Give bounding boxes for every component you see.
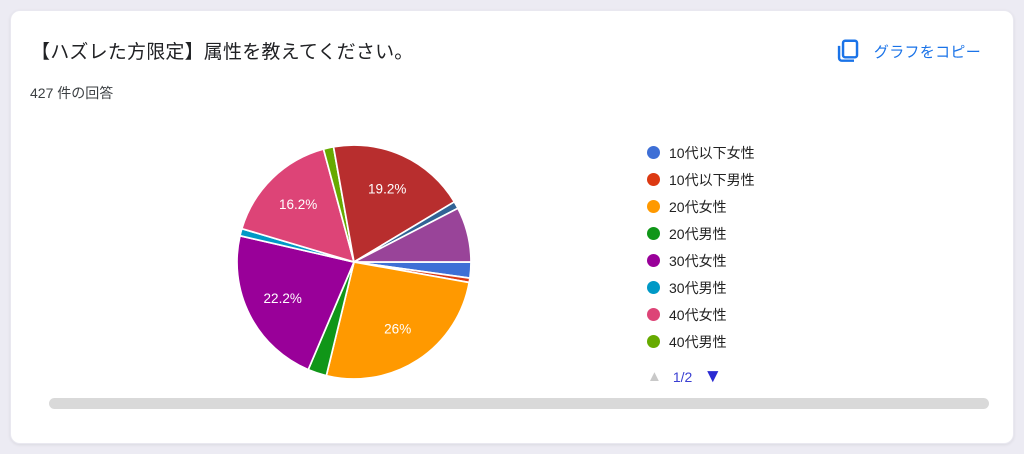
legend-item: 30代女性	[647, 247, 755, 274]
legend-color-dot	[647, 308, 660, 321]
pie-slice[interactable]	[241, 148, 355, 263]
legend-item: 10代以下女性	[647, 139, 755, 166]
copy-icon	[833, 37, 861, 65]
legend-label: 10代以下男性	[669, 171, 755, 188]
pie-slice[interactable]	[236, 234, 355, 371]
copy-chart-label: グラフをコピー	[873, 43, 981, 61]
legend-label: 10代以下女性	[669, 144, 755, 161]
legend-label: 30代男性	[669, 279, 727, 296]
legend-item: 30代男性	[647, 274, 755, 301]
legend-prev-arrow-icon[interactable]: ▲	[647, 368, 662, 385]
legend-color-dot	[647, 200, 660, 213]
copy-chart-button[interactable]: グラフをコピー	[831, 32, 983, 70]
legend-item: 40代男性	[647, 328, 755, 355]
pie-slice-label: 22.2%	[264, 291, 302, 306]
legend-pagination: ▲ 1/2 ▼	[647, 367, 722, 386]
legend-label: 30代女性	[669, 252, 727, 269]
legend-label: 20代女性	[669, 198, 727, 215]
legend-color-dot	[647, 146, 660, 159]
legend-item: 20代男性	[647, 220, 755, 247]
response-count: 427 件の回答	[30, 85, 114, 101]
horizontal-scrollbar[interactable]	[49, 398, 989, 409]
legend-label: 20代男性	[669, 225, 727, 242]
chart-legend: 10代以下女性 10代以下男性 20代女性 20代男性 30代女性 30代男性 40代女性 4…	[647, 139, 755, 355]
legend-item: 10代以下男性	[647, 166, 755, 193]
pie-slice-label: 16.2%	[279, 197, 317, 212]
pie-slice[interactable]	[332, 144, 456, 263]
legend-item: 20代女性	[647, 193, 755, 220]
pie-slice[interactable]	[353, 207, 472, 263]
chart-card: 【ハズレた方限定】属性を教えてください。 グラフをコピー 427 件の回答 26…	[10, 10, 1014, 444]
legend-color-dot	[647, 281, 660, 294]
legend-page-indicator: 1/2	[672, 368, 693, 385]
legend-next-arrow-icon[interactable]: ▼	[703, 366, 723, 387]
pie-chart: 26% 22.2% 16.2% 19.2%	[224, 132, 484, 392]
legend-label: 40代男性	[669, 333, 727, 350]
pie-slice[interactable]	[325, 261, 471, 380]
pie-slice-label: 26%	[384, 322, 411, 337]
legend-item: 40代女性	[647, 301, 755, 328]
legend-label: 40代女性	[669, 306, 727, 323]
pie-slice-label: 19.2%	[368, 182, 406, 197]
legend-color-dot	[647, 227, 660, 240]
question-title: 【ハズレた方限定】属性を教えてください。	[31, 42, 414, 63]
legend-color-dot	[647, 335, 660, 348]
legend-color-dot	[647, 173, 660, 186]
legend-color-dot	[647, 254, 660, 267]
